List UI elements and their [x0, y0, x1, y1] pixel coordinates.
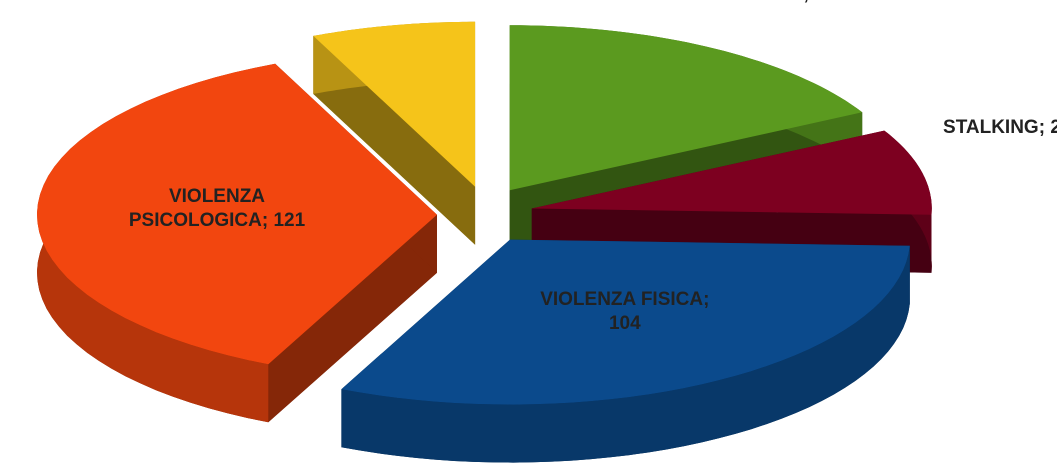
slice [313, 21, 476, 245]
slice-side [268, 214, 437, 423]
slice-top [313, 21, 476, 187]
slice [341, 239, 910, 463]
data-label: STALKING; 28 [943, 117, 1057, 138]
data-label: VIOLENZA FISICA; 104 [540, 289, 709, 334]
data-label: VIOLENZAECONOMICA; 57 [685, 0, 836, 5]
slice-top [531, 130, 932, 215]
slice-top [509, 25, 863, 191]
slice-top [37, 63, 437, 365]
slice-side [313, 35, 476, 245]
slice-wall [341, 245, 910, 463]
data-label: VIOLENZA PSICOLOGICA; 121 [129, 186, 306, 231]
slice [37, 63, 437, 423]
slice-top [341, 239, 910, 405]
